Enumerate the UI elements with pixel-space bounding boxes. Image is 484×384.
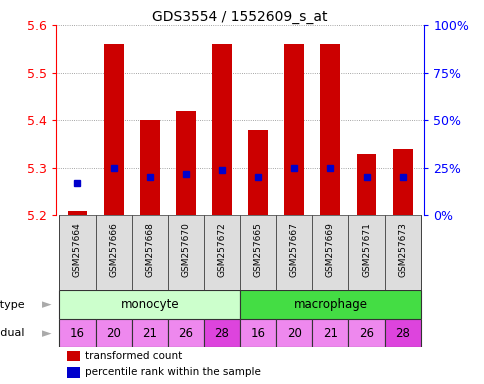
Bar [95,215,131,290]
Title: GDS3554 / 1552609_s_at: GDS3554 / 1552609_s_at [152,10,327,24]
Bar [240,319,276,348]
Text: monocyte: monocyte [120,298,179,311]
Text: GSM257669: GSM257669 [325,222,334,276]
Bar [348,215,384,290]
Bar [212,44,231,215]
Bar [139,120,159,215]
Text: 20: 20 [286,327,301,340]
Text: ►: ► [42,298,51,311]
Bar [131,319,167,348]
Text: 26: 26 [178,327,193,340]
Bar [312,215,348,290]
Text: 28: 28 [394,327,409,340]
Text: 21: 21 [142,327,157,340]
Text: cell type: cell type [0,300,24,310]
Bar [167,215,203,290]
Bar [312,319,348,348]
Bar [67,351,79,361]
Bar [348,319,384,348]
Text: GSM257672: GSM257672 [217,222,226,276]
Text: GSM257665: GSM257665 [253,222,262,276]
Text: GSM257666: GSM257666 [109,222,118,276]
Bar [59,215,95,290]
Text: transformed count: transformed count [85,351,182,361]
Bar [176,111,196,215]
Bar [203,319,240,348]
Bar [95,319,131,348]
Bar [392,149,412,215]
Text: GSM257664: GSM257664 [73,222,82,276]
Text: GSM257668: GSM257668 [145,222,154,276]
Text: GSM257667: GSM257667 [289,222,298,276]
Bar [104,44,123,215]
Text: 21: 21 [322,327,337,340]
Bar [59,290,240,319]
Text: 16: 16 [70,327,85,340]
Bar [240,215,276,290]
Text: 20: 20 [106,327,121,340]
Bar [59,319,95,348]
Text: ►: ► [42,327,51,340]
Text: GSM257670: GSM257670 [181,222,190,276]
Bar [276,319,312,348]
Bar [384,215,420,290]
Text: 26: 26 [358,327,373,340]
Bar [384,319,420,348]
Bar [67,211,87,215]
Bar [167,319,203,348]
Bar [284,44,303,215]
Text: GSM257671: GSM257671 [362,222,370,276]
Bar [203,215,240,290]
Bar [67,367,79,377]
Bar [276,215,312,290]
Text: macrophage: macrophage [293,298,367,311]
Text: GSM257673: GSM257673 [397,222,407,276]
Bar [320,44,340,215]
Text: 28: 28 [214,327,229,340]
Bar [131,215,167,290]
Text: percentile rank within the sample: percentile rank within the sample [85,367,260,377]
Text: individual: individual [0,328,24,338]
Bar [356,154,376,215]
Bar [240,290,420,319]
Text: 16: 16 [250,327,265,340]
Bar [248,130,268,215]
